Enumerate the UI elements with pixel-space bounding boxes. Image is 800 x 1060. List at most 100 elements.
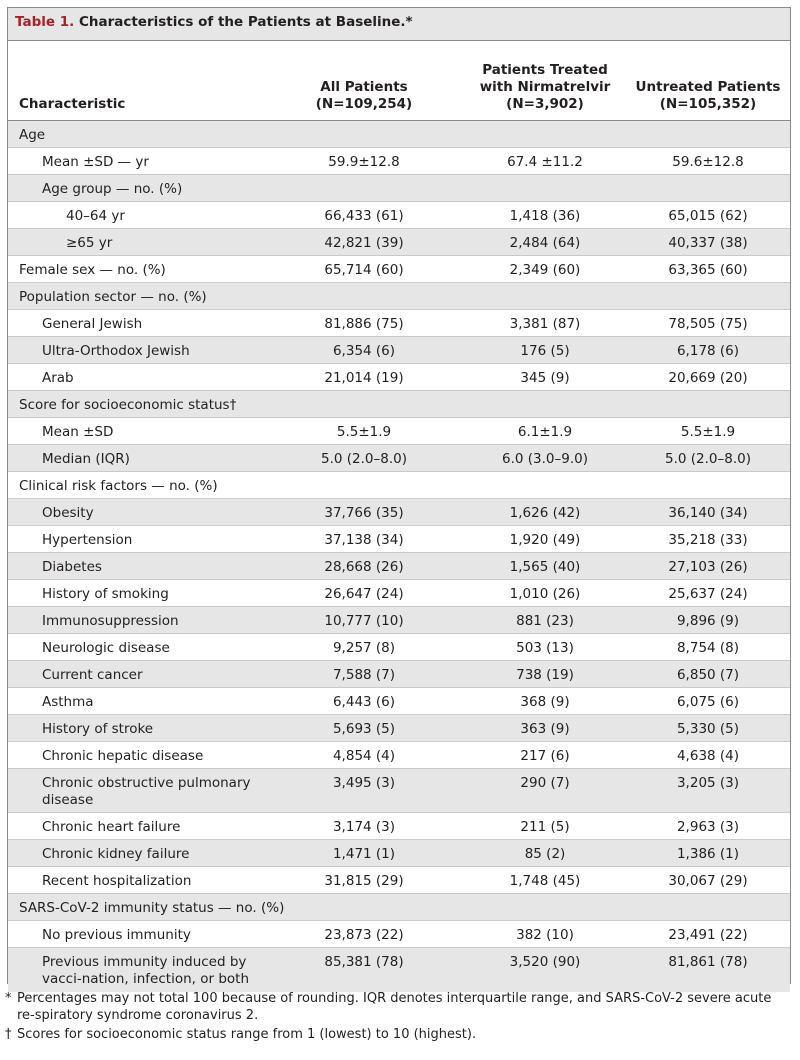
cell-untreated-patients: 6,075 (6) bbox=[676, 694, 740, 710]
cell-all-patients: 3,495 (3) bbox=[332, 775, 396, 791]
cell-untreated-patients: 1,386 (1) bbox=[676, 846, 740, 862]
cell-untreated-patients: 23,491 (22) bbox=[668, 927, 748, 943]
cell-untreated-patients: 63,365 (60) bbox=[668, 262, 748, 278]
cell-untreated-patients: 20,669 (20) bbox=[668, 370, 748, 386]
cell-untreated-patients: 6,850 (7) bbox=[676, 667, 740, 683]
cell-treated-patients: 290 (7) bbox=[520, 775, 570, 791]
cell-untreated-patients: 4,638 (4) bbox=[676, 748, 740, 764]
header-all-patients: All Patients (N=109,254) bbox=[294, 79, 434, 113]
cell-treated-patients: 2,484 (64) bbox=[509, 235, 581, 251]
table-row: Chronic obstructive pulmonary disease 3,4… bbox=[8, 769, 790, 813]
table-row: Previous immunity induced by vacci-natio… bbox=[8, 948, 790, 992]
cell-all-patients: 10,777 (10) bbox=[324, 613, 404, 629]
header-line: (N=109,254) bbox=[315, 96, 413, 112]
row-label: Current cancer bbox=[42, 667, 143, 683]
table-row: History of stroke 5,693 (5) 363 (9) 5,330 (… bbox=[8, 715, 790, 742]
cell-all-patients: 26,647 (24) bbox=[324, 586, 404, 602]
row-label: Asthma bbox=[42, 694, 94, 710]
table-row: No previous immunity 23,873 (22) 382 (10) 2… bbox=[8, 921, 790, 948]
footnote-symbol: † bbox=[5, 1027, 12, 1042]
row-label: Median (IQR) bbox=[42, 451, 130, 467]
row-label: Chronic kidney failure bbox=[42, 846, 190, 862]
row-label: Mean ±SD — yr bbox=[42, 154, 149, 170]
header-line: with Nirmatrelvir bbox=[479, 79, 611, 95]
table-row: Age bbox=[8, 121, 790, 148]
cell-treated-patients: 1,920 (49) bbox=[509, 532, 581, 548]
footnote-text: Percentages may not total 100 because of… bbox=[17, 991, 772, 1023]
table-row: Mean ±SD 5.5±1.9 6.1±1.9 5.5±1.9 bbox=[8, 418, 790, 445]
footnote-symbol: * bbox=[5, 991, 12, 1006]
table-label: Table 1. bbox=[15, 14, 75, 30]
cell-untreated-patients: 81,861 (78) bbox=[668, 954, 748, 970]
table-row: Hypertension 37,138 (34) 1,920 (49) 35,218 … bbox=[8, 526, 790, 553]
cell-treated-patients: 881 (23) bbox=[516, 613, 574, 629]
table-row: Obesity 37,766 (35) 1,626 (42) 36,140 (34) bbox=[8, 499, 790, 526]
baseline-characteristics-table: Table 1. Characteristics of the Patients… bbox=[7, 7, 791, 992]
cell-untreated-patients: 27,103 (26) bbox=[668, 559, 748, 575]
table-row: Diabetes 28,668 (26) 1,565 (40) 27,103 (26) bbox=[8, 553, 790, 580]
cell-untreated-patients: 65,015 (62) bbox=[668, 208, 748, 224]
row-label: Population sector — no. (%) bbox=[19, 289, 207, 305]
row-label: Obesity bbox=[42, 505, 94, 521]
row-label: Immunosuppression bbox=[42, 613, 179, 629]
cell-untreated-patients: 2,963 (3) bbox=[676, 819, 740, 835]
table-row: Population sector — no. (%) bbox=[8, 283, 790, 310]
row-label: Clinical risk factors — no. (%) bbox=[19, 478, 218, 494]
table-row: SARS-CoV-2 immunity status — no. (%) bbox=[8, 894, 790, 921]
cell-untreated-patients: 5,330 (5) bbox=[676, 721, 740, 737]
cell-treated-patients: 1,418 (36) bbox=[509, 208, 581, 224]
row-label: Chronic obstructive pulmonary disease bbox=[42, 775, 251, 808]
table-row: Ultra-Orthodox Jewish 6,354 (6) 176 (5) 6,1… bbox=[8, 337, 790, 364]
cell-untreated-patients: 36,140 (34) bbox=[668, 505, 748, 521]
cell-untreated-patients: 5.0 (2.0–8.0) bbox=[665, 451, 751, 467]
footnotes: * Percentages may not total 100 because o… bbox=[5, 990, 790, 1045]
table-row: 40–64 yr 66,433 (61) 1,418 (36) 65,015 (62) bbox=[8, 202, 790, 229]
table-row: ≥65 yr 42,821 (39) 2,484 (64) 40,337 (38) bbox=[8, 229, 790, 256]
cell-untreated-patients: 3,205 (3) bbox=[676, 775, 740, 791]
cell-treated-patients: 1,748 (45) bbox=[509, 873, 581, 889]
header-treated-patients: Patients Treated with Nirmatrelvir (N=3,90… bbox=[462, 62, 628, 113]
cell-untreated-patients: 8,754 (8) bbox=[676, 640, 740, 656]
cell-treated-patients: 1,565 (40) bbox=[509, 559, 581, 575]
cell-untreated-patients: 59.6±12.8 bbox=[672, 154, 744, 170]
cell-treated-patients: 382 (10) bbox=[516, 927, 574, 943]
table-row: Chronic heart failure 3,174 (3) 211 (5) 2,9… bbox=[8, 813, 790, 840]
table-row: Current cancer 7,588 (7) 738 (19) 6,850 (7) bbox=[8, 661, 790, 688]
header-line: (N=3,902) bbox=[506, 96, 584, 112]
table-row: Arab 21,014 (19) 345 (9) 20,669 (20) bbox=[8, 364, 790, 391]
cell-all-patients: 23,873 (22) bbox=[324, 927, 404, 943]
table-title-bar: Table 1. Characteristics of the Patients… bbox=[8, 8, 790, 41]
table-body: Age Mean ±SD — yr 59.9±12.8 67.4 ±11.2 59.6±… bbox=[8, 121, 790, 992]
table-row: General Jewish 81,886 (75) 3,381 (87) 78,50… bbox=[8, 310, 790, 337]
cell-untreated-patients: 25,637 (24) bbox=[668, 586, 748, 602]
cell-treated-patients: 176 (5) bbox=[520, 343, 570, 359]
footnote: * Percentages may not total 100 because o… bbox=[5, 990, 790, 1024]
row-label: Chronic heart failure bbox=[42, 819, 181, 835]
cell-all-patients: 1,471 (1) bbox=[332, 846, 396, 862]
cell-all-patients: 5,693 (5) bbox=[332, 721, 396, 737]
header-untreated-patients: Untreated Patients (N=105,352) bbox=[633, 79, 783, 113]
cell-all-patients: 7,588 (7) bbox=[332, 667, 396, 683]
cell-all-patients: 59.9±12.8 bbox=[328, 154, 400, 170]
row-label: History of stroke bbox=[42, 721, 154, 737]
table-header: Characteristic All Patients (N=109,254) Pat… bbox=[8, 41, 790, 121]
header-line: Patients Treated bbox=[482, 62, 608, 78]
cell-treated-patients: 67.4 ±11.2 bbox=[507, 154, 583, 170]
row-label: General Jewish bbox=[42, 316, 143, 332]
table-title: Characteristics of the Patients at Basel… bbox=[78, 14, 413, 30]
row-label: Diabetes bbox=[42, 559, 102, 575]
header-characteristic: Characteristic bbox=[19, 96, 125, 113]
table-row: Immunosuppression 10,777 (10) 881 (23) 9,89… bbox=[8, 607, 790, 634]
cell-all-patients: 31,815 (29) bbox=[324, 873, 404, 889]
cell-untreated-patients: 40,337 (38) bbox=[668, 235, 748, 251]
table-row: Median (IQR) 5.0 (2.0–8.0) 6.0 (3.0–9.0) 5.… bbox=[8, 445, 790, 472]
cell-treated-patients: 217 (6) bbox=[520, 748, 570, 764]
header-line: Characteristic bbox=[19, 96, 126, 112]
cell-untreated-patients: 6,178 (6) bbox=[676, 343, 740, 359]
cell-treated-patients: 6.0 (3.0–9.0) bbox=[502, 451, 588, 467]
cell-treated-patients: 6.1±1.9 bbox=[517, 424, 573, 440]
cell-treated-patients: 211 (5) bbox=[520, 819, 570, 835]
cell-treated-patients: 368 (9) bbox=[520, 694, 570, 710]
row-label: Arab bbox=[42, 370, 74, 386]
row-label: Hypertension bbox=[42, 532, 133, 548]
